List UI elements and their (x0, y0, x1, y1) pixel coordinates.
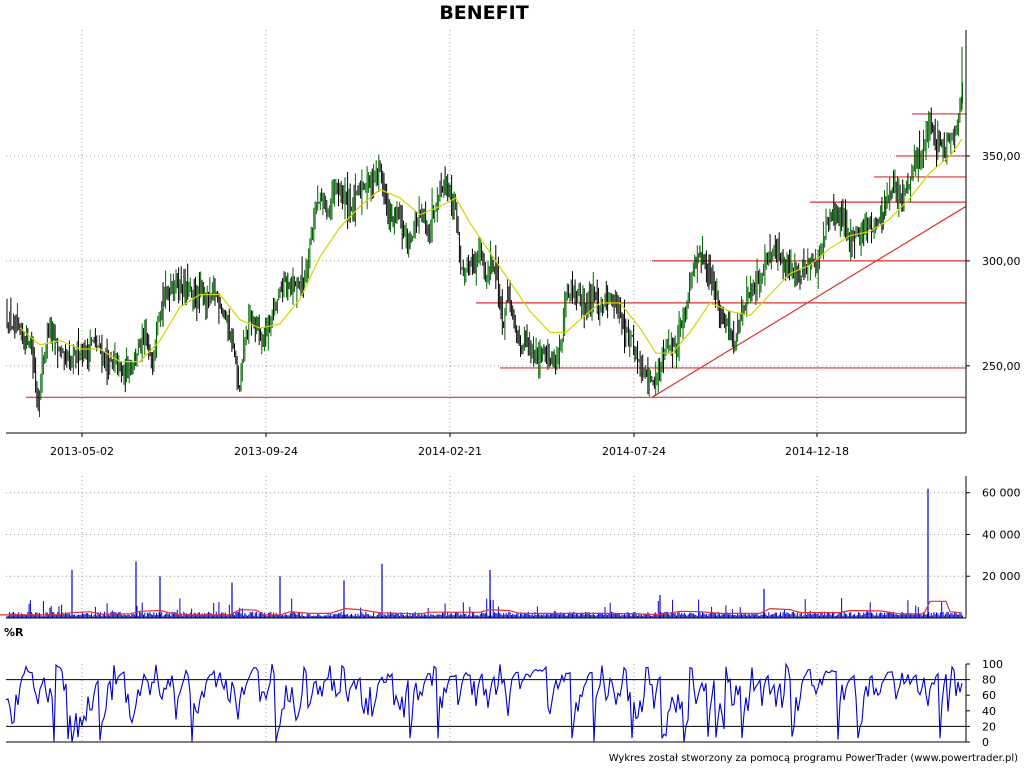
indicator-grid (6, 664, 966, 742)
volume-axes (6, 476, 967, 619)
indicator-y-tick-label: 80 (982, 674, 996, 687)
indicator-y-tick-label: 100 (982, 658, 1003, 671)
footer-credit: Wykres został stworzony za pomocą progra… (609, 753, 1018, 764)
price-x-tick-label: 2013-05-02 (50, 445, 114, 458)
price-x-ticks: 2013-05-02 2013-09-24 2014-02-21 2014-07-24… (50, 433, 849, 458)
volume-bars (6, 488, 963, 618)
indicator-axes (6, 664, 967, 743)
indicator-y-tick-label: 60 (982, 689, 996, 702)
price-support-resistance-levels (26, 113, 967, 398)
indicator-y-tick-label: 0 (982, 736, 989, 749)
price-trend-line (651, 205, 967, 398)
indicator-y-tick-label: 20 (982, 720, 996, 733)
price-x-tick-label: 2014-02-21 (418, 445, 482, 458)
chart-title: BENEFIT (439, 2, 528, 24)
volume-average-line (0, 600, 963, 616)
price-y-tick-label: 300,00 (982, 255, 1021, 268)
volume-y-tick-label: 60 000 (982, 487, 1021, 500)
williams-r-line (5, 662, 963, 742)
volume-grid (6, 476, 966, 618)
moving-average-line (19, 138, 963, 363)
price-y-tick-label: 350,00 (982, 150, 1021, 163)
price-x-tick-label: 2014-12-18 (785, 445, 849, 458)
volume-y-tick-label: 40 000 (982, 528, 1021, 541)
price-bars (6, 46, 963, 418)
price-y-tick-label: 250,00 (982, 360, 1021, 373)
volume-average (0, 600, 963, 616)
price-x-tick-label: 2013-09-24 (234, 445, 298, 458)
volume-y-tick-label: 20 000 (982, 570, 1021, 583)
price-x-tick-label: 2014-07-24 (602, 445, 666, 458)
indicator-y-tick-label: 40 (982, 705, 996, 718)
price-y-ticks: 250,00 300,00 350,00 (966, 150, 1021, 373)
indicator-line (5, 662, 963, 742)
price-moving-average (19, 138, 963, 363)
indicator-label: %R (4, 626, 24, 639)
indicator-y-ticks: 0 20 40 60 80 100 (966, 658, 1003, 749)
volume-y-ticks: 20 000 40 000 60 000 (966, 487, 1021, 583)
